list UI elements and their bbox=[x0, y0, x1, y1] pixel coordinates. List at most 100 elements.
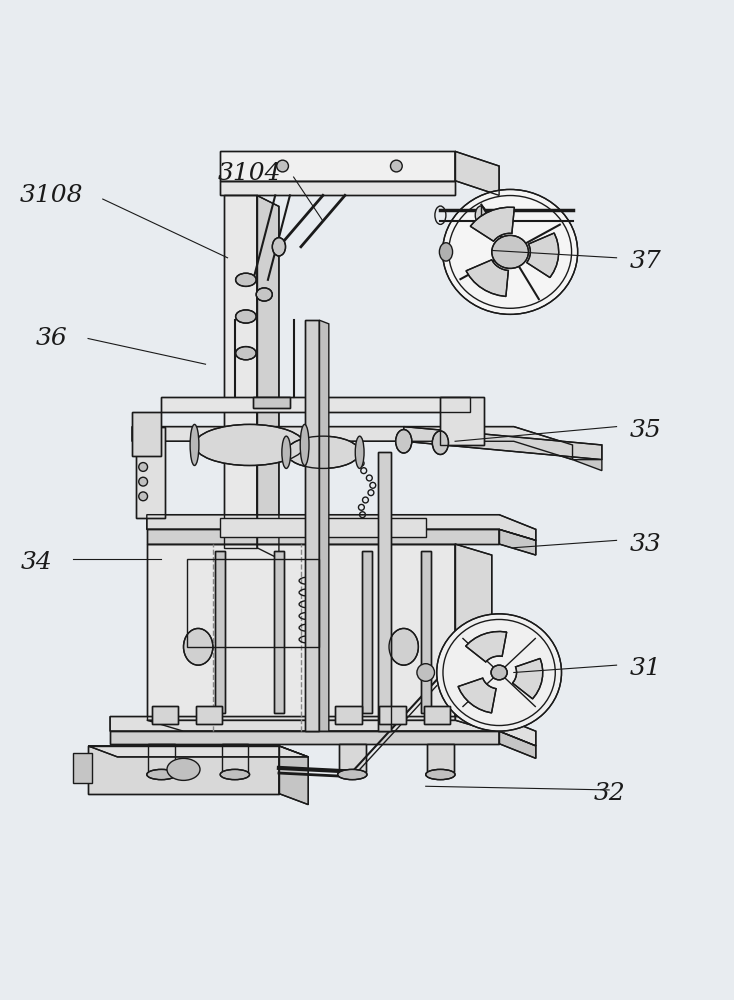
Text: 32: 32 bbox=[593, 782, 625, 805]
Text: 3104: 3104 bbox=[218, 162, 281, 185]
Bar bbox=[274, 551, 284, 713]
Polygon shape bbox=[458, 678, 496, 713]
Ellipse shape bbox=[476, 206, 486, 224]
Circle shape bbox=[139, 463, 148, 471]
Ellipse shape bbox=[491, 665, 507, 680]
Ellipse shape bbox=[426, 769, 455, 780]
Text: 37: 37 bbox=[630, 250, 662, 273]
Bar bbox=[222, 744, 248, 772]
Bar bbox=[148, 744, 175, 772]
Polygon shape bbox=[110, 731, 499, 744]
Bar bbox=[187, 559, 319, 647]
Circle shape bbox=[390, 160, 402, 172]
Bar bbox=[378, 452, 391, 731]
Ellipse shape bbox=[432, 431, 448, 454]
Bar bbox=[421, 551, 431, 713]
Polygon shape bbox=[455, 151, 499, 195]
Bar bbox=[152, 706, 178, 724]
Ellipse shape bbox=[282, 436, 291, 468]
Ellipse shape bbox=[272, 238, 286, 256]
Ellipse shape bbox=[190, 424, 199, 466]
Polygon shape bbox=[88, 746, 279, 794]
Bar bbox=[424, 706, 450, 724]
Ellipse shape bbox=[236, 310, 256, 323]
Polygon shape bbox=[512, 658, 542, 699]
Bar bbox=[152, 706, 178, 724]
Ellipse shape bbox=[167, 758, 200, 780]
Polygon shape bbox=[88, 746, 308, 757]
Ellipse shape bbox=[236, 347, 256, 360]
Bar bbox=[253, 397, 290, 408]
Bar bbox=[136, 427, 165, 518]
Polygon shape bbox=[573, 460, 602, 471]
Polygon shape bbox=[404, 427, 602, 460]
Bar bbox=[379, 706, 406, 724]
Bar bbox=[224, 195, 257, 548]
Bar bbox=[427, 744, 454, 772]
Bar bbox=[222, 744, 248, 772]
Bar bbox=[136, 427, 165, 518]
Bar bbox=[305, 320, 319, 731]
Polygon shape bbox=[279, 746, 308, 805]
Polygon shape bbox=[455, 544, 492, 731]
Polygon shape bbox=[257, 195, 279, 559]
Ellipse shape bbox=[492, 235, 528, 268]
Ellipse shape bbox=[300, 424, 309, 466]
Bar bbox=[196, 706, 222, 724]
Polygon shape bbox=[319, 320, 329, 731]
Bar bbox=[378, 452, 391, 731]
Text: 34: 34 bbox=[21, 551, 53, 574]
Bar bbox=[215, 551, 225, 713]
Polygon shape bbox=[466, 260, 509, 296]
Bar bbox=[339, 744, 366, 772]
Bar bbox=[335, 706, 362, 724]
Bar bbox=[379, 706, 406, 724]
Bar bbox=[427, 744, 454, 772]
Polygon shape bbox=[465, 631, 506, 662]
Bar bbox=[421, 551, 431, 713]
Bar bbox=[362, 551, 372, 713]
Circle shape bbox=[277, 160, 288, 172]
Bar bbox=[339, 744, 366, 772]
Polygon shape bbox=[147, 529, 499, 544]
Ellipse shape bbox=[396, 430, 412, 453]
Ellipse shape bbox=[220, 769, 250, 780]
Ellipse shape bbox=[236, 273, 256, 286]
Ellipse shape bbox=[440, 243, 453, 261]
Bar bbox=[132, 412, 161, 456]
Bar bbox=[274, 551, 284, 713]
Bar bbox=[215, 551, 225, 713]
Polygon shape bbox=[147, 544, 455, 720]
Polygon shape bbox=[499, 731, 536, 758]
Ellipse shape bbox=[184, 628, 213, 665]
Ellipse shape bbox=[286, 436, 360, 468]
Polygon shape bbox=[470, 207, 515, 241]
Polygon shape bbox=[110, 717, 536, 746]
Text: 36: 36 bbox=[35, 327, 68, 350]
Ellipse shape bbox=[443, 189, 578, 314]
Polygon shape bbox=[161, 397, 470, 412]
Polygon shape bbox=[147, 720, 492, 731]
Ellipse shape bbox=[437, 614, 562, 731]
Polygon shape bbox=[132, 427, 573, 460]
Circle shape bbox=[417, 664, 435, 681]
Bar bbox=[440, 397, 484, 445]
Ellipse shape bbox=[355, 436, 364, 468]
Bar bbox=[424, 706, 450, 724]
Text: 3108: 3108 bbox=[20, 184, 83, 207]
Bar bbox=[253, 397, 290, 408]
Bar bbox=[196, 706, 222, 724]
Polygon shape bbox=[220, 181, 455, 195]
Circle shape bbox=[139, 492, 148, 501]
Ellipse shape bbox=[147, 769, 176, 780]
Circle shape bbox=[139, 477, 148, 486]
Polygon shape bbox=[499, 529, 536, 555]
Bar bbox=[132, 412, 161, 456]
Ellipse shape bbox=[338, 769, 367, 780]
Polygon shape bbox=[527, 233, 559, 278]
Text: 35: 35 bbox=[630, 419, 662, 442]
Bar bbox=[335, 706, 362, 724]
Ellipse shape bbox=[389, 628, 418, 665]
Bar bbox=[305, 320, 319, 731]
Polygon shape bbox=[147, 515, 536, 540]
